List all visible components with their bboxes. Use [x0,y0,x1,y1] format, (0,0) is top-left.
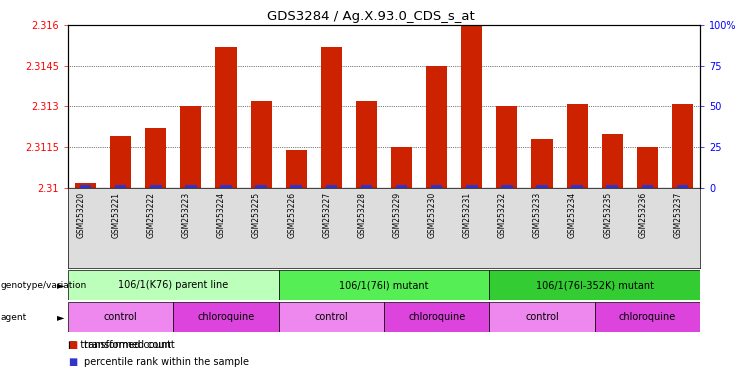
Bar [356,101,377,188]
Bar [496,106,517,188]
Bar [279,302,384,332]
Bar [595,302,700,332]
Bar [290,185,302,188]
Text: GSM253221: GSM253221 [112,192,121,238]
Bar [145,128,166,188]
Bar [642,185,653,188]
Bar [216,47,236,188]
Text: ■ transformed count: ■ transformed count [68,340,171,350]
Bar [501,185,513,188]
Bar [279,270,489,300]
Text: percentile rank within the sample: percentile rank within the sample [84,357,249,367]
Bar [602,134,622,188]
Text: GSM253232: GSM253232 [498,192,507,238]
Text: GSM253237: GSM253237 [674,192,682,238]
Text: 106/1(76I-352K) mutant: 106/1(76I-352K) mutant [536,280,654,290]
Bar [115,185,127,188]
Bar [286,150,307,188]
Bar [361,185,372,188]
Text: genotype/variation: genotype/variation [1,280,87,290]
Text: chloroquine: chloroquine [197,312,255,322]
Text: GDS3284 / Ag.X.93.0_CDS_s_at: GDS3284 / Ag.X.93.0_CDS_s_at [267,10,474,23]
Text: chloroquine: chloroquine [408,312,465,322]
Bar [250,101,272,188]
Bar [384,302,489,332]
Text: ►: ► [57,280,64,290]
Bar [571,185,583,188]
Text: GSM253224: GSM253224 [217,192,226,238]
Text: GSM253233: GSM253233 [533,192,542,238]
Text: control: control [525,312,559,322]
Text: GSM253222: GSM253222 [147,192,156,238]
Text: agent: agent [1,313,27,321]
Bar [150,185,162,188]
Bar [75,182,96,188]
Text: GSM253225: GSM253225 [252,192,261,238]
Text: GSM253229: GSM253229 [393,192,402,238]
Text: 106/1(K76) parent line: 106/1(K76) parent line [119,280,228,290]
Text: chloroquine: chloroquine [619,312,676,322]
Bar [672,104,693,188]
Bar [637,147,658,188]
Text: GSM253223: GSM253223 [182,192,191,238]
Bar [489,270,700,300]
Text: GSM253230: GSM253230 [428,192,436,238]
Bar [531,139,553,188]
Text: ■: ■ [68,357,77,367]
Bar [185,185,196,188]
Bar [173,302,279,332]
Text: control: control [314,312,348,322]
Bar [426,66,448,188]
Bar [606,185,618,188]
Bar [68,270,279,300]
Text: control: control [104,312,138,322]
Bar [466,185,477,188]
Text: GSM253236: GSM253236 [638,192,648,238]
Bar [431,185,442,188]
Bar [677,185,688,188]
Text: GSM253226: GSM253226 [288,192,296,238]
Bar [325,185,337,188]
Text: GSM253234: GSM253234 [568,192,577,238]
Text: GSM253235: GSM253235 [603,192,612,238]
Bar [489,302,595,332]
Text: GSM253227: GSM253227 [322,192,331,238]
Text: GSM253228: GSM253228 [357,192,367,238]
Bar [536,185,548,188]
Text: ■: ■ [68,340,77,350]
Text: ►: ► [57,312,64,322]
Bar [180,106,202,188]
Bar [321,47,342,188]
Bar [80,185,91,188]
Bar [391,147,412,188]
Text: GSM253231: GSM253231 [463,192,472,238]
Bar [220,185,232,188]
Bar [461,25,482,188]
Text: 106/1(76I) mutant: 106/1(76I) mutant [339,280,429,290]
Bar [567,104,588,188]
Text: transformed count: transformed count [84,340,175,350]
Bar [256,185,267,188]
Bar [110,136,131,188]
Text: GSM253220: GSM253220 [76,192,85,238]
Bar [396,185,408,188]
Bar [68,302,173,332]
